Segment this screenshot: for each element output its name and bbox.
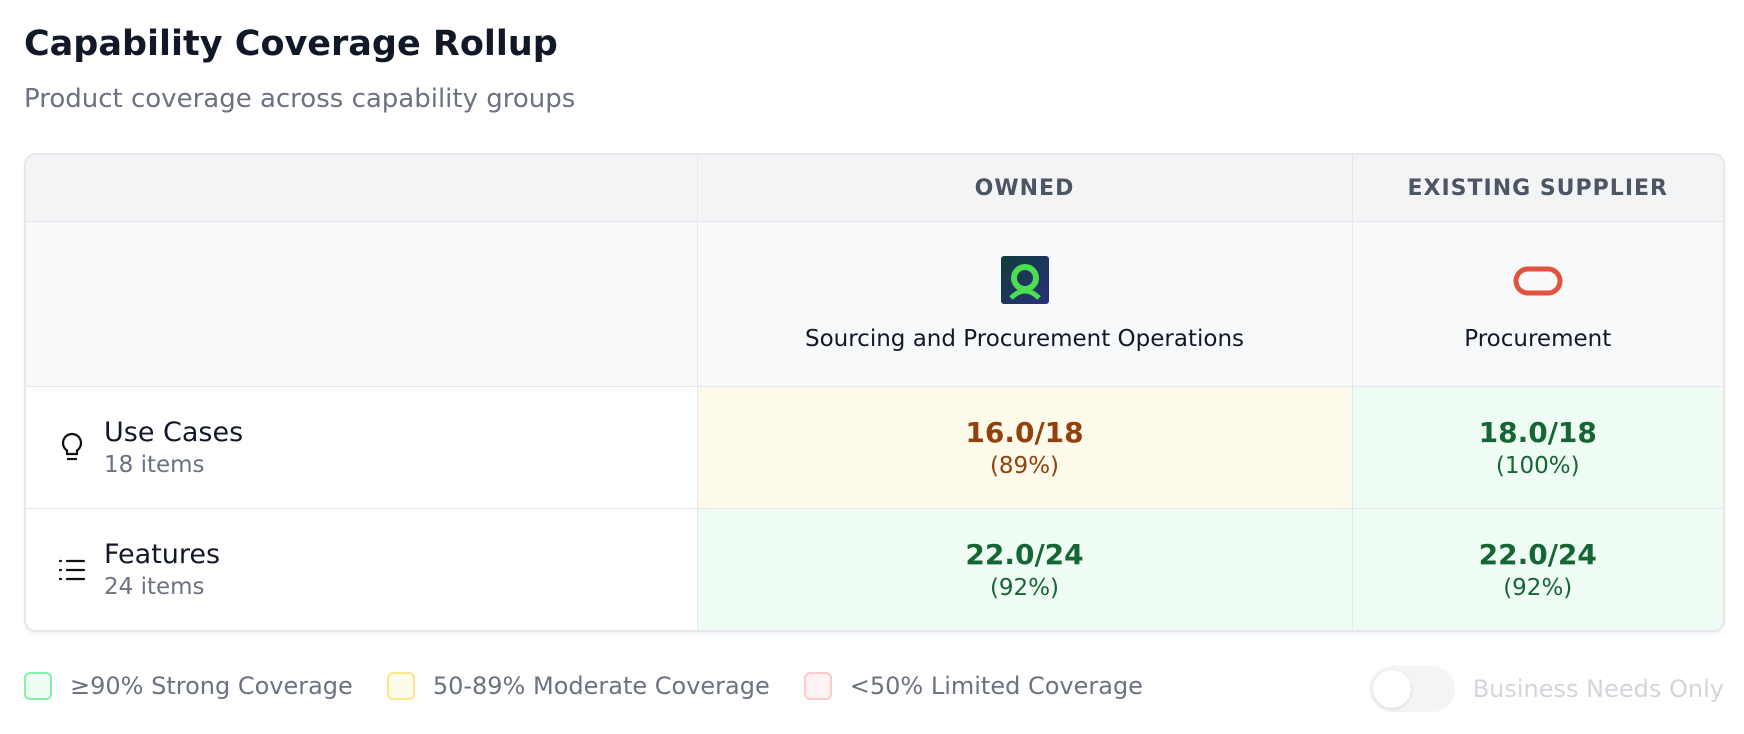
percent: (100%) — [1495, 453, 1580, 479]
coverage-cell: 16.0/18 (89%) — [696, 386, 1353, 509]
table: OWNED EXISTING SUPPLIER Sourcing and Pro… — [26, 155, 1723, 630]
icon-bulb — [61, 432, 83, 460]
toggle-label: Business Needs Only — [1472, 675, 1724, 703]
legend-label: <50% Limited Coverage — [849, 672, 1143, 700]
product: Sourcing and Procurement Operations — [696, 221, 1353, 387]
table-body: Use Cases 18 items 16.0/18 (89%) 18.0/18 (100… — [26, 386, 1723, 630]
row-count: 18 items — [104, 452, 205, 478]
legend: ≥90% Strong Coverage 50-89% Moderate Cove… — [24, 672, 1177, 700]
legend-label: 50-89% Moderate Coverage — [432, 672, 770, 700]
legend-label: ≥90% Strong Coverage — [70, 672, 353, 700]
icon-list — [58, 559, 86, 580]
corner — [26, 155, 698, 222]
coverage-cell: 22.0/24 (92%) — [696, 508, 1353, 630]
row-text: Use Cases 18 items — [104, 417, 243, 478]
row: Features 24 items 22.0/24 (92%) 22.0/24 (92%) — [26, 508, 1723, 630]
row-label: Features 24 items — [26, 508, 698, 630]
legend-swatch — [24, 672, 52, 700]
corner — [26, 221, 698, 387]
row-label-content: Features 24 items — [26, 539, 697, 600]
score: 22.0/24 — [965, 538, 1084, 571]
product: Procurement — [1351, 221, 1723, 387]
score: 22.0/24 — [1478, 538, 1597, 571]
legend-item: <50% Limited Coverage — [803, 672, 1143, 700]
row-text: Features 24 items — [104, 539, 220, 600]
legend-item: 50-89% Moderate Coverage — [386, 672, 770, 700]
toggle-track[interactable] — [1368, 666, 1455, 712]
toggle-knob — [1372, 670, 1411, 708]
score: 16.0/18 — [965, 416, 1084, 449]
score: 18.0/18 — [1478, 416, 1597, 449]
coverage-cell: 18.0/18 (100%) — [1351, 386, 1723, 509]
row-label: Use Cases 18 items — [26, 386, 698, 509]
row-count: 24 items — [104, 574, 205, 600]
legend-swatch — [803, 672, 832, 700]
product-logo — [1000, 256, 1049, 304]
product-logo — [1513, 266, 1563, 296]
coverage-cell: 22.0/24 (92%) — [1351, 508, 1723, 630]
coverage-table: OWNED EXISTING SUPPLIER Sourcing and Pro… — [24, 153, 1725, 632]
row-name: Use Cases — [104, 417, 244, 448]
group-header: EXISTING SUPPLIER — [1351, 155, 1723, 222]
percent: (92%) — [989, 575, 1060, 601]
product-name: Sourcing and Procurement Operations — [804, 326, 1245, 352]
legend-swatch — [386, 672, 415, 700]
row-name: Features — [104, 539, 221, 570]
percent: (89%) — [989, 453, 1060, 479]
subtitle: Product coverage across capability group… — [24, 84, 576, 114]
product-name: Procurement — [1464, 326, 1612, 352]
percent: (92%) — [1503, 575, 1573, 601]
group-header: OWNED — [696, 155, 1353, 222]
row: Use Cases 18 items 16.0/18 (89%) 18.0/18 (100… — [26, 386, 1723, 509]
toggle[interactable]: Business Needs Only — [1368, 666, 1724, 712]
row-label-content: Use Cases 18 items — [26, 417, 697, 478]
legend-item: ≥90% Strong Coverage — [24, 672, 353, 700]
title: Capability Coverage Rollup — [24, 24, 558, 64]
